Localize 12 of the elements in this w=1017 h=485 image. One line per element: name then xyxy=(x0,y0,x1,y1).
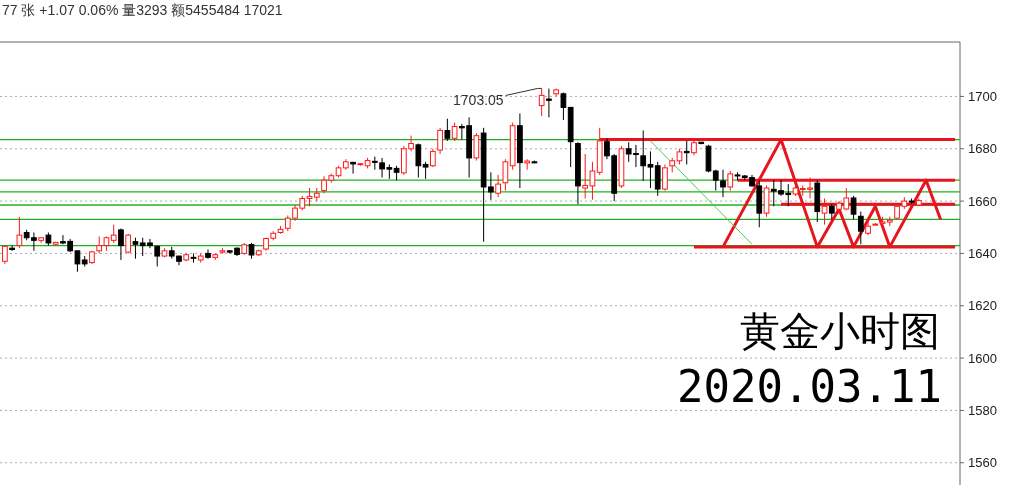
y-tick-label: 1660 xyxy=(968,193,997,209)
y-tick-label: 1580 xyxy=(968,402,997,418)
y-tick-label: 1620 xyxy=(968,298,997,314)
text: 2020.03.11 xyxy=(677,361,942,412)
y-tick-label: 1700 xyxy=(968,88,997,104)
y-tick-label: 1640 xyxy=(968,245,997,261)
text: 77 张 +1.07 0.06% 量3293 额5455484 17021 xyxy=(2,2,283,18)
y-tick-label: 1600 xyxy=(968,350,997,366)
text: 黄金小时图 xyxy=(740,308,940,354)
y-tick-label: 1560 xyxy=(968,455,997,471)
y-tick-label: 1680 xyxy=(968,141,997,157)
annotation: 1703.05 xyxy=(453,92,504,109)
